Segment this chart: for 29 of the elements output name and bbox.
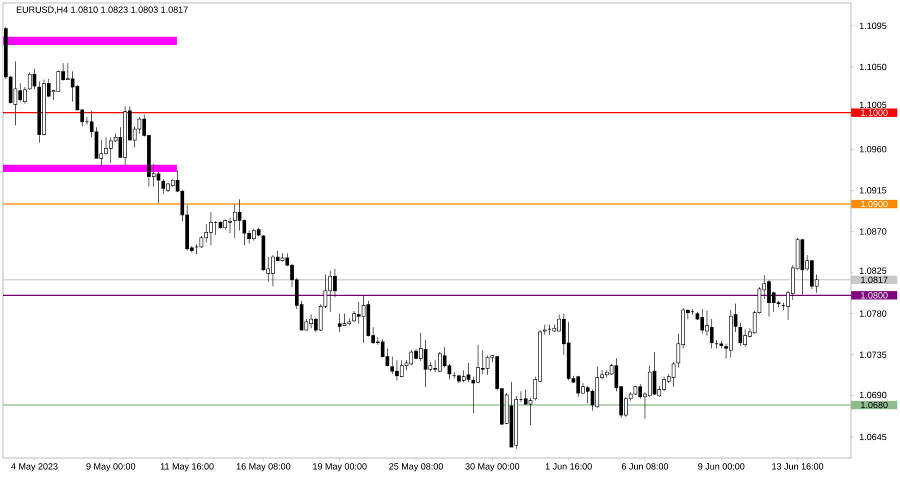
candlestick <box>542 324 547 335</box>
x-tick-label: 9 May 00:00 <box>86 463 136 472</box>
y-tick-label: 1.0690 <box>860 392 886 398</box>
y-tick-label: 1.0960 <box>860 146 886 152</box>
x-tick-label: 1 Jun 16:00 <box>546 463 592 470</box>
y-tick-label: 1.1095 <box>860 22 886 30</box>
y-tick-label: 1.0870 <box>860 228 886 235</box>
y-tick-label: 1.1005 <box>860 102 886 108</box>
ref-line-label: 1.1000 <box>861 109 888 116</box>
y-tick-label: 1.0915 <box>860 187 886 194</box>
ref-line-label: 1.0680 <box>861 402 888 408</box>
y-tick-label: 1.0825 <box>860 268 886 274</box>
x-tick-label: 16 May 08:00 <box>236 463 290 472</box>
y-tick-label: 1.0780 <box>860 310 886 317</box>
x-tick-label: 30 May 00:00 <box>465 463 520 472</box>
y-tick-label: 1.0645 <box>860 434 886 440</box>
x-tick-label: 6 Jun 08:00 <box>622 463 668 470</box>
y-tick-label: 1.0735 <box>860 352 886 358</box>
ref-line-label: 1.0800 <box>861 292 888 299</box>
x-tick-label: 11 May 16:00 <box>160 463 214 472</box>
x-tick-label: 19 May 00:00 <box>313 463 367 472</box>
y-tick-label: 1.1050 <box>860 64 886 70</box>
x-tick-label: 4 May 2023 <box>11 463 58 472</box>
ref-line-label: 1.0900 <box>861 200 888 208</box>
x-tick-label: 25 May 08:00 <box>389 463 443 472</box>
x-tick-label: 9 Jun 00:00 <box>698 463 744 470</box>
x-tick-label: 13 Jun 16:00 <box>772 463 824 470</box>
chart-title: EURUSD,H4 1.0810 1.0823 1.0803 1.0817 <box>16 6 188 14</box>
ref-line-label: 1.0817 <box>861 276 888 284</box>
